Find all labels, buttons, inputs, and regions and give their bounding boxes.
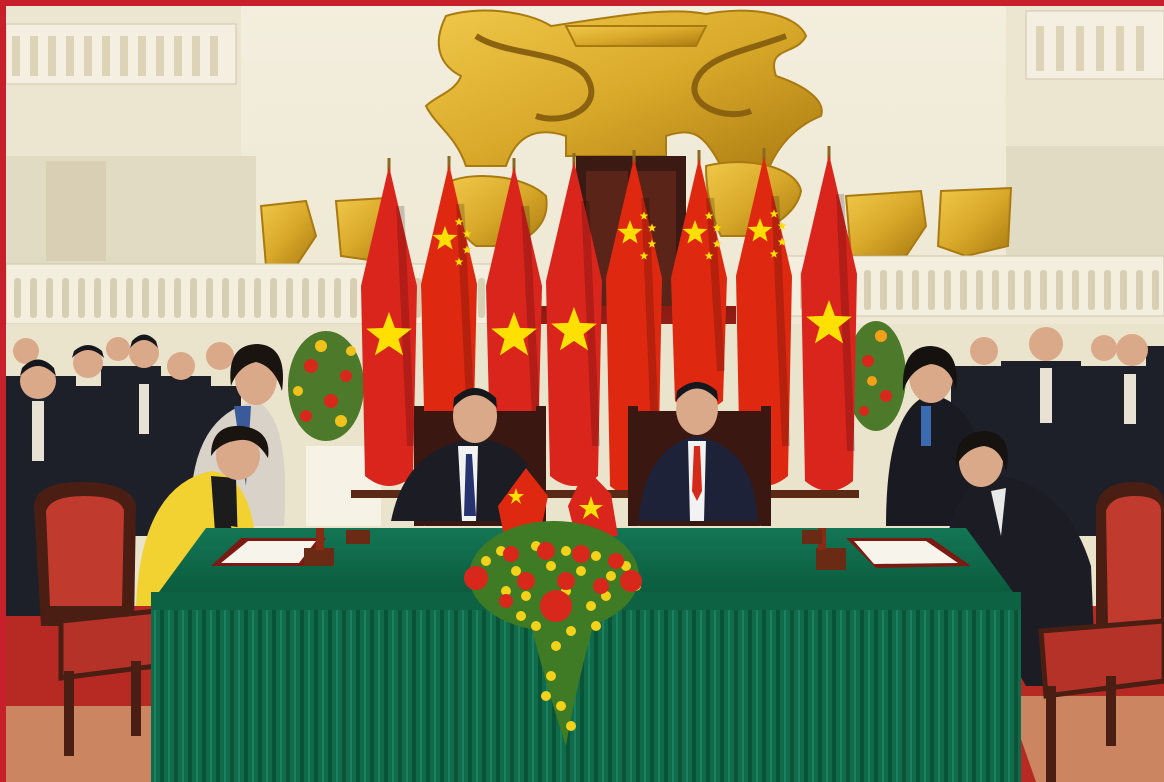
signing-ceremony-photo (6, 6, 1164, 782)
right-balcony (1006, 6, 1164, 266)
pen-holder-left (304, 548, 334, 566)
photo-frame (6, 6, 1164, 782)
left-balcony (6, 6, 256, 266)
pen-holder-right (816, 548, 846, 570)
